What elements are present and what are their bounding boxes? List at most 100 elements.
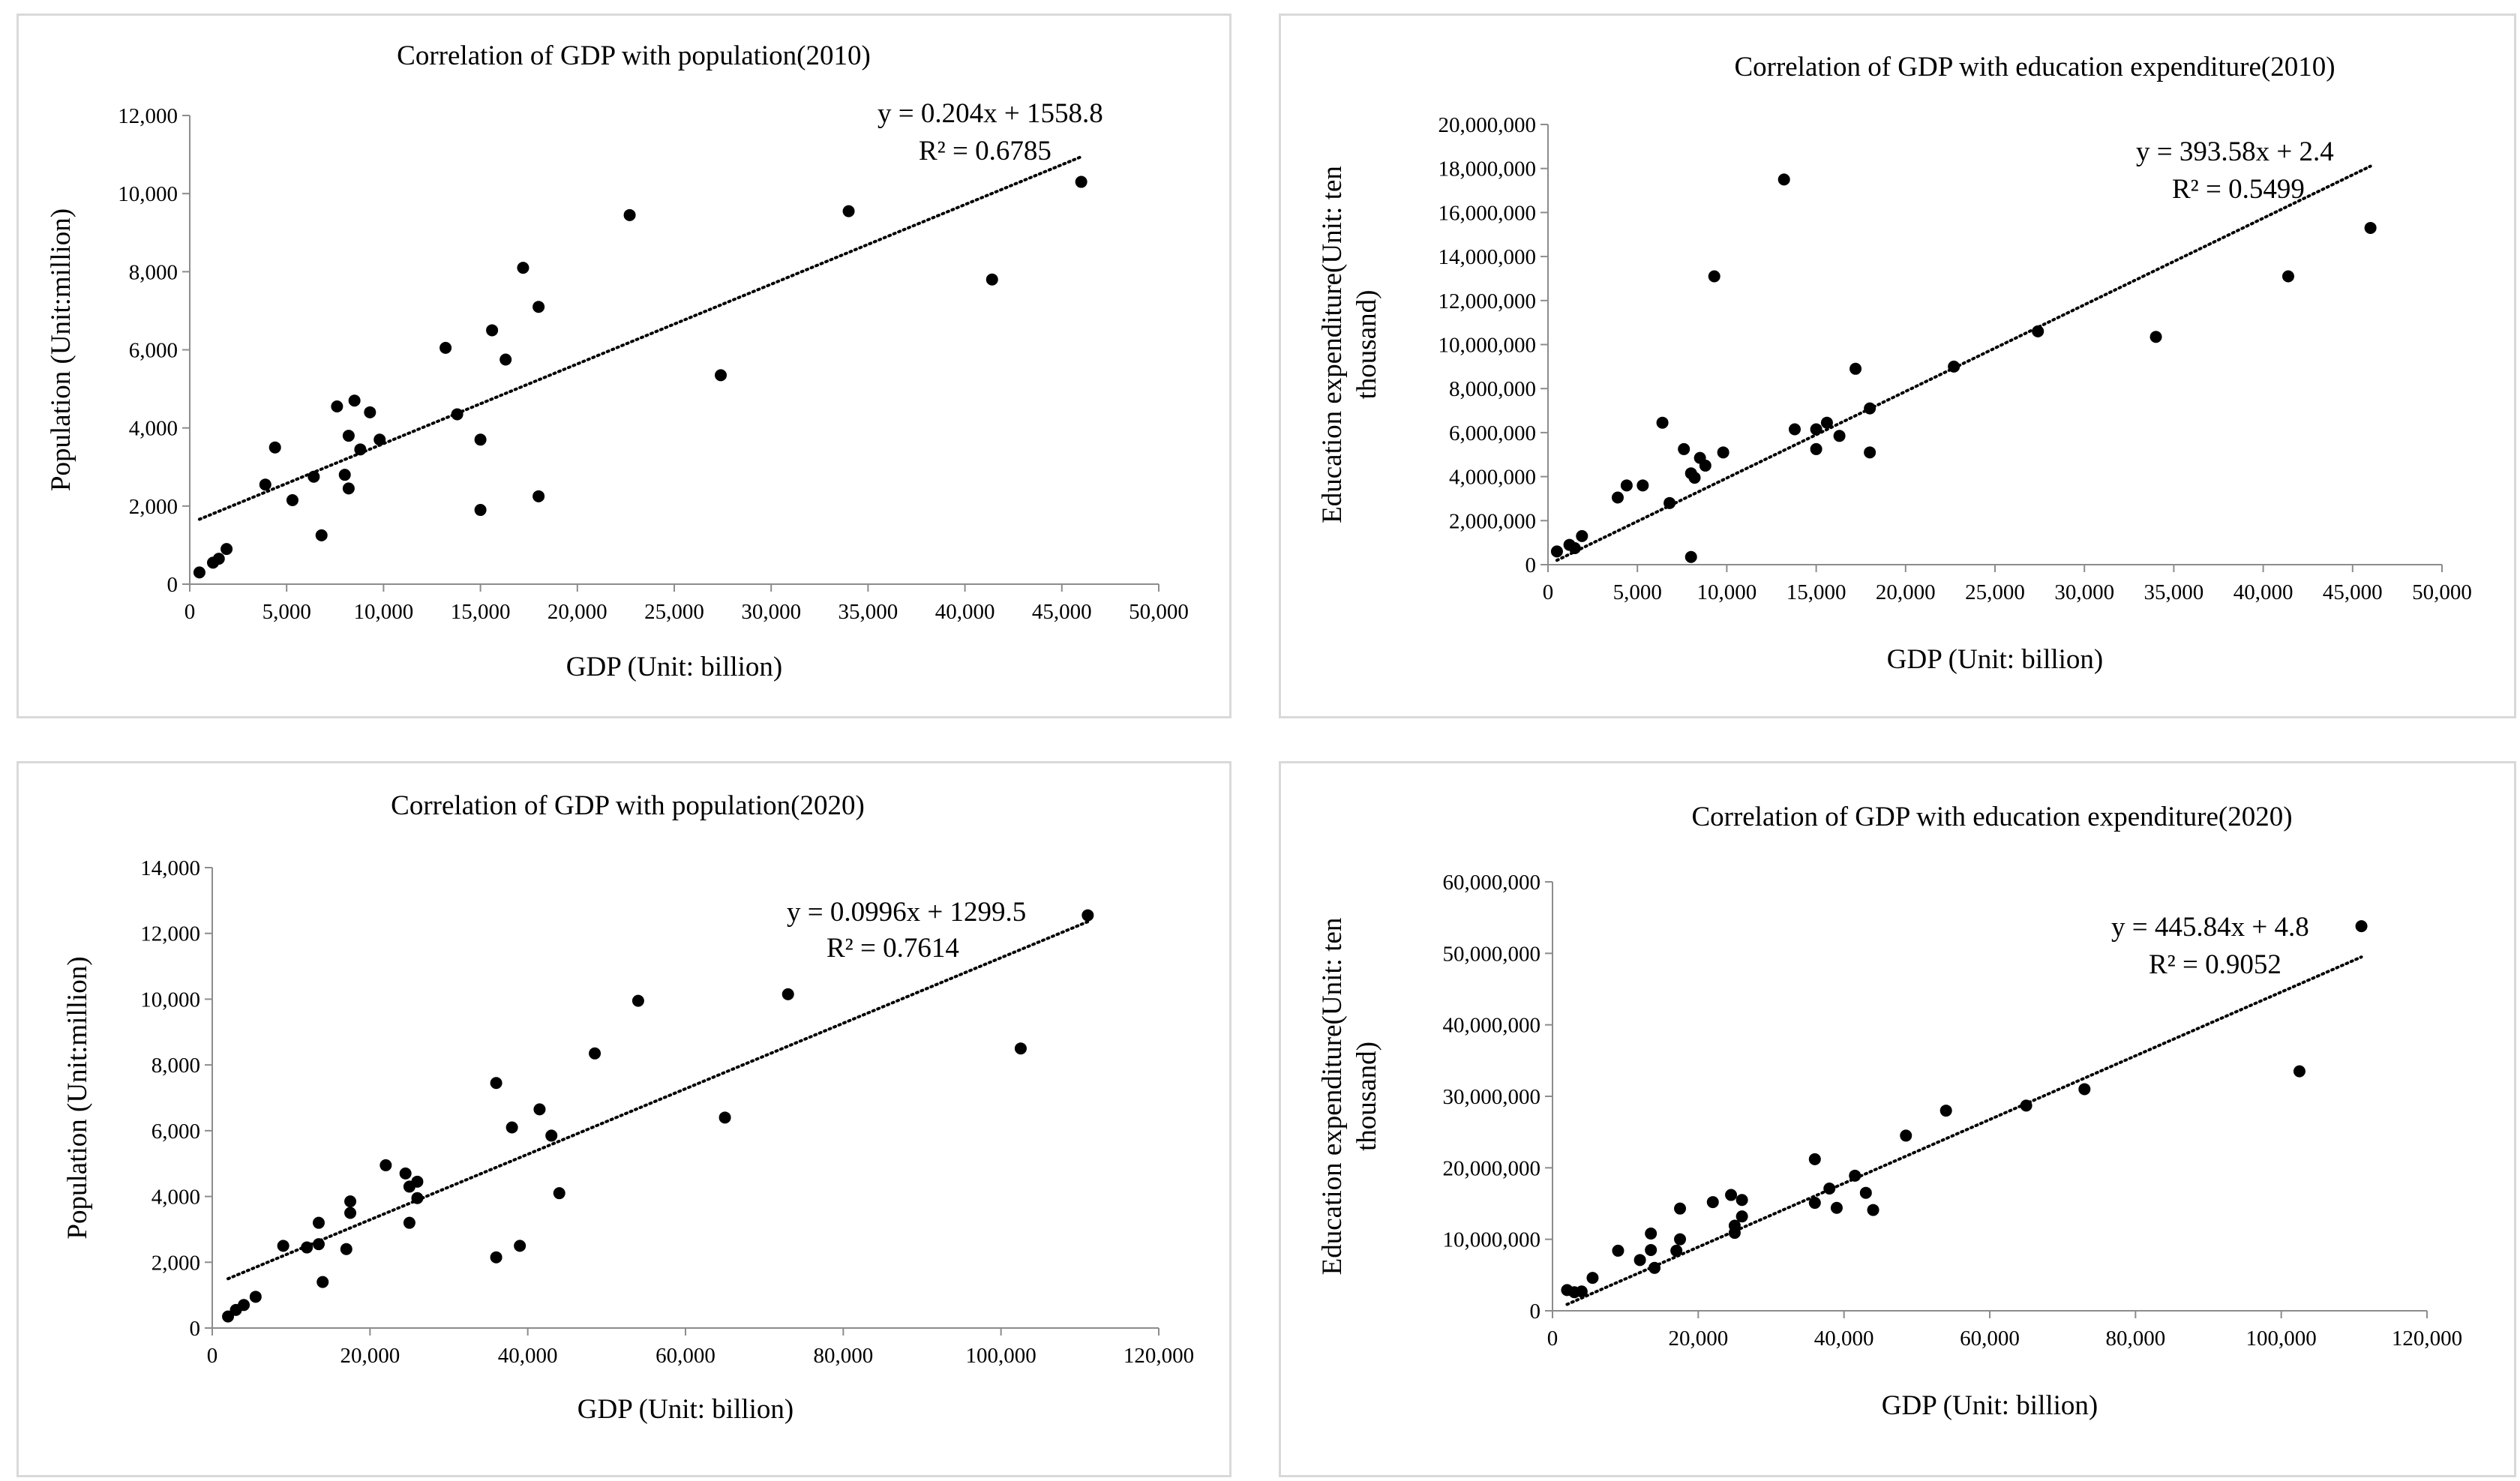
y-tick-label: 10,000	[118, 182, 178, 206]
data-point	[1674, 1202, 1687, 1215]
x-tick-label: 10,000	[1697, 580, 1757, 604]
data-point	[1788, 423, 1801, 436]
data-point	[1688, 472, 1701, 484]
chart-title: Correlation of GDP with population(2010)	[397, 40, 871, 71]
y-tick-label: 16,000,000	[1438, 201, 1537, 225]
data-point	[342, 482, 355, 495]
data-point	[1674, 1233, 1687, 1246]
x-tick-label: 40,000	[1814, 1327, 1874, 1351]
y-tick-label: 14,000,000	[1438, 245, 1537, 269]
r-squared-label: R² = 0.6785	[919, 136, 1052, 166]
data-point	[259, 478, 272, 491]
data-point	[486, 324, 499, 337]
scatter-chart-education-2020: Correlation of GDP with education expend…	[1317, 802, 2462, 1421]
chart-panel-population-2020: Correlation of GDP with population(2020)…	[16, 761, 1232, 1477]
data-point	[451, 408, 464, 421]
y-axis-label: thousand)	[1352, 290, 1382, 400]
data-point	[1864, 402, 1876, 415]
x-tick-label: 20,000	[548, 600, 608, 624]
trendline	[226, 920, 1090, 1281]
data-point	[1664, 496, 1676, 509]
data-point	[1728, 1227, 1741, 1240]
data-point	[1859, 1186, 1872, 1199]
trendline	[197, 155, 1083, 521]
data-point	[1586, 1272, 1599, 1285]
x-tick-label: 50,000	[1129, 600, 1189, 624]
data-point	[411, 1175, 424, 1188]
y-tick-label: 8,000	[152, 1054, 200, 1078]
trendline-equation: y = 0.0996x + 1299.5	[787, 897, 1026, 928]
data-point	[623, 208, 636, 221]
x-tick-label: 80,000	[813, 1344, 873, 1368]
data-point	[2355, 920, 2368, 933]
trendline	[1555, 164, 2372, 562]
x-tick-label: 0	[207, 1344, 218, 1368]
data-point	[1014, 1042, 1027, 1055]
data-point	[545, 1129, 558, 1142]
data-point	[348, 394, 361, 407]
data-point	[1778, 173, 1790, 186]
data-point	[403, 1216, 416, 1229]
x-tick-label: 40,000	[498, 1344, 558, 1368]
data-point	[222, 1310, 235, 1323]
y-axis-label: Population (Unit:million)	[62, 956, 93, 1239]
data-point	[1850, 362, 1862, 375]
data-point	[1699, 459, 1712, 472]
data-point	[1645, 1228, 1658, 1240]
x-tick-label: 80,000	[2105, 1327, 2165, 1351]
y-tick-label: 8,000,000	[1449, 377, 1536, 401]
data-point	[374, 433, 386, 446]
data-point	[474, 504, 487, 517]
y-tick-label: 12,000,000	[1438, 289, 1537, 313]
data-point	[340, 1243, 352, 1255]
data-point	[532, 301, 545, 313]
y-tick-label: 12,000	[118, 104, 178, 128]
data-point	[1736, 1194, 1748, 1207]
data-point	[514, 1240, 526, 1252]
chart-title: Correlation of GDP with education expend…	[1691, 802, 2292, 832]
data-point	[533, 1103, 546, 1116]
data-point	[2032, 325, 2044, 337]
data-point	[2293, 1065, 2306, 1078]
x-tick-label: 35,000	[2144, 580, 2204, 604]
y-tick-label: 2,000	[152, 1251, 200, 1275]
x-tick-label: 120,000	[1124, 1344, 1194, 1368]
chart-panel-population-2010: Correlation of GDP with population(2010)…	[16, 13, 1232, 718]
data-point	[1684, 550, 1697, 563]
data-point	[1864, 446, 1876, 459]
data-point	[782, 988, 794, 1000]
x-tick-label: 60,000	[1960, 1327, 2020, 1351]
y-tick-label: 10,000	[140, 988, 200, 1012]
data-point	[308, 470, 320, 483]
data-point	[342, 430, 355, 442]
y-tick-label: 10,000,000	[1443, 1228, 1541, 1252]
data-point	[193, 566, 206, 579]
data-point	[1820, 416, 1833, 429]
data-point	[532, 490, 545, 502]
x-axis-label: GDP (Unit: billion)	[1882, 1390, 2098, 1421]
x-tick-label: 30,000	[741, 600, 801, 624]
x-tick-label: 45,000	[1032, 600, 1092, 624]
x-tick-label: 50,000	[2412, 580, 2472, 604]
x-axis-label: GDP (Unit: billion)	[1887, 644, 2103, 675]
data-point	[1948, 360, 1960, 373]
data-point	[1611, 491, 1624, 504]
data-point	[411, 1192, 424, 1204]
x-tick-label: 40,000	[935, 600, 995, 624]
data-point	[1568, 541, 1581, 554]
data-point	[277, 1240, 290, 1252]
x-tick-label: 25,000	[644, 600, 704, 624]
trendline-equation: y = 393.58x + 2.4	[2136, 136, 2334, 167]
x-tick-label: 20,000	[1668, 1327, 1728, 1351]
data-point	[1670, 1244, 1683, 1257]
y-tick-label: 6,000	[129, 339, 178, 363]
y-tick-label: 2,000	[129, 495, 178, 519]
data-point	[1550, 545, 1563, 558]
data-point	[1656, 416, 1669, 429]
data-point	[364, 406, 376, 418]
trendline	[1565, 955, 2363, 1306]
data-point	[440, 341, 452, 354]
data-point	[399, 1167, 412, 1180]
y-tick-label: 4,000	[152, 1186, 200, 1210]
x-tick-label: 0	[1543, 580, 1554, 604]
